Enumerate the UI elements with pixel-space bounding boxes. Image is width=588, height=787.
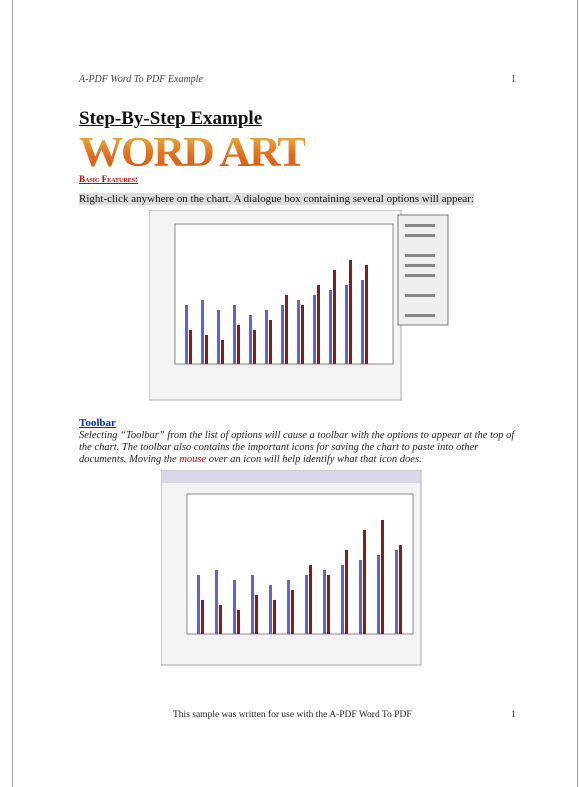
footer-page: 1: [511, 710, 516, 720]
section-label: Basic Features:: [79, 174, 138, 184]
section-label: Toolbar: [79, 417, 116, 429]
footer-text: This sample was written for use with the…: [173, 710, 412, 720]
section-text: Selecting “Toolbar” from the list of opt…: [79, 430, 519, 466]
text-run: mouse: [179, 454, 206, 465]
page: A-PDF Word To PDF Example 1 Step-By-Step…: [12, 0, 578, 787]
section-text: Right-click anywhere on the chart. A dia…: [79, 193, 474, 205]
heading: Step-By-Step Example: [79, 108, 262, 130]
chart-screenshot: [161, 470, 423, 670]
word-art: WORD ART: [79, 128, 305, 176]
screen: A-PDF Word To PDF Example 1 Step-By-Step…: [0, 0, 588, 787]
chart-screenshot: [149, 210, 449, 405]
header-page: 1: [511, 74, 516, 85]
header-title: A-PDF Word To PDF Example: [79, 74, 203, 85]
text-run: over an icon will help identify what tha…: [206, 454, 422, 465]
